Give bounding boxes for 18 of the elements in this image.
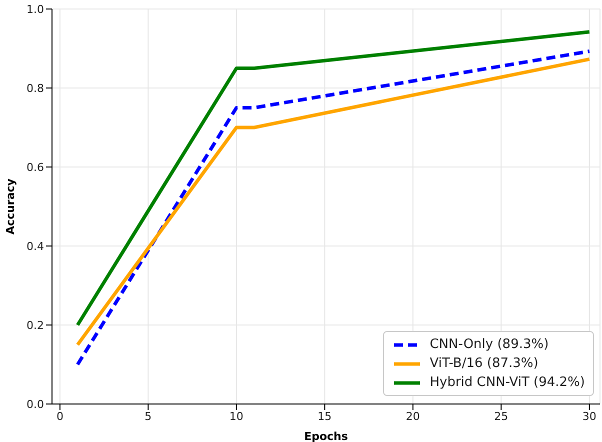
y-tick-label: 0.2 bbox=[26, 318, 44, 332]
y-tick-label: 0.4 bbox=[26, 240, 44, 253]
x-axis-title: Epochs bbox=[304, 430, 348, 442]
legend-label: Hybrid CNN-ViT (94.2%) bbox=[430, 374, 585, 392]
y-axis-title: Accuracy bbox=[4, 178, 17, 234]
y-tick-label: 1.0 bbox=[26, 2, 44, 16]
legend-label: CNN-Only (89.3%) bbox=[430, 336, 549, 354]
x-tick-label: 10 bbox=[229, 410, 244, 423]
y-tick-label: 0.6 bbox=[26, 160, 44, 174]
x-tick-label: 0 bbox=[56, 410, 64, 423]
x-tick-label: 25 bbox=[494, 410, 508, 423]
x-tick-label: 20 bbox=[406, 410, 420, 423]
x-tick-label: 30 bbox=[582, 410, 596, 423]
x-tick-label: 15 bbox=[318, 410, 332, 423]
y-tick-label: 0.0 bbox=[26, 398, 44, 411]
legend-label: ViT-B/16 (87.3%) bbox=[430, 355, 538, 373]
y-tick-label: 0.8 bbox=[26, 82, 44, 95]
x-tick-label: 5 bbox=[144, 410, 152, 423]
